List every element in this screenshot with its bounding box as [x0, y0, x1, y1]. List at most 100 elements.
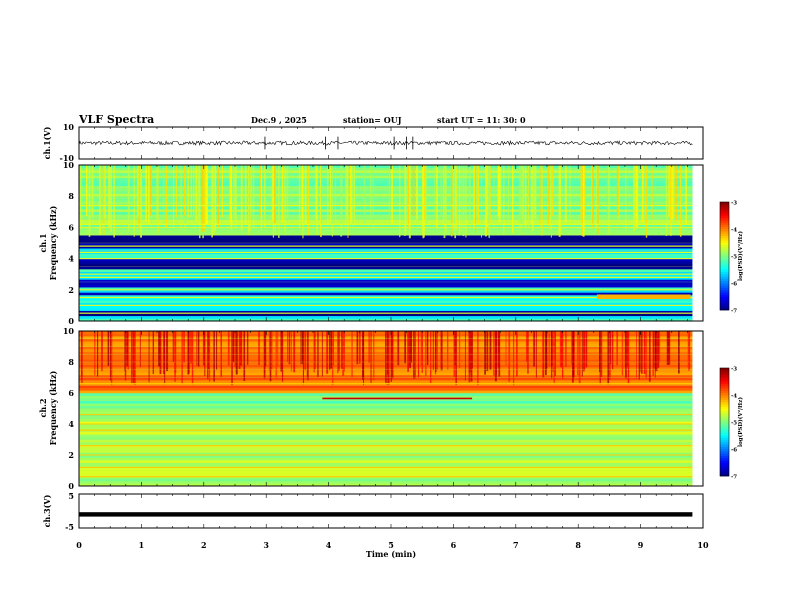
p3-bands-time-streak: [600, 331, 603, 378]
p2-bands-time-streak: [372, 165, 374, 227]
p3-bands-time-streak: [111, 331, 113, 385]
cb1-swatch: [720, 276, 729, 279]
cb2-swatch: [720, 399, 729, 403]
p3-bands-freq-band: [79, 470, 693, 474]
p2-bands-freq-band: [79, 217, 693, 220]
cb2-swatch: [720, 379, 729, 382]
p3-bands-freq-band: [79, 449, 693, 453]
p2-bands-time-streak: [520, 165, 523, 227]
p2-bands-time-streak: [460, 165, 462, 233]
x-tick-label-1: 1: [139, 540, 145, 550]
p3-bands-time-streak: [657, 331, 660, 368]
p3-bands-time-streak: [527, 331, 529, 374]
p3-bands-time-streak: [386, 331, 388, 386]
p2-bands-time-streak: [145, 165, 147, 222]
p2-bands-freq-band: [79, 178, 693, 181]
p3-bands-time-streak: [599, 331, 601, 372]
p3-bands-time-streak: [655, 331, 658, 372]
ch2-spec-ylabel-channel: ch.2: [38, 398, 48, 417]
p2-bands-freq-band: [79, 297, 693, 301]
p2-bands-time-streak: [233, 165, 236, 219]
p2-bands-time-streak: [195, 165, 198, 222]
p2-bands-time-streak: [468, 165, 471, 229]
p2-bands-time-streak: [148, 165, 150, 224]
p3-bands-time-streak: [216, 331, 218, 370]
p3-bands-time-streak: [387, 331, 389, 375]
p2-bands-freq-band: [79, 245, 693, 249]
p2-bands-time-streak: [320, 165, 322, 237]
p3-bands-time-streak: [181, 331, 183, 384]
cb2-swatch: [720, 428, 729, 432]
p2-bands-time-streak: [675, 165, 678, 222]
cb2-swatch: [720, 446, 729, 450]
p2-bands-time-streak: [558, 165, 561, 237]
cb2-frame: [719, 367, 730, 477]
p2-bands-time-streak: [133, 165, 135, 237]
p3-bands-time-streak: [484, 331, 486, 375]
p3-bands-time-streak: [337, 331, 339, 374]
p2-bands-time-streak: [481, 165, 482, 237]
p2-bands-time-streak: [102, 165, 105, 236]
p3-bands-time-streak: [134, 331, 136, 385]
cb2-swatch: [720, 462, 729, 466]
ch2-spec-ylabel-freq: Frequency (kHz): [48, 370, 58, 445]
p3-bands-time-streak: [208, 331, 211, 382]
ch1-spec-ylabel-channel: ch.1: [38, 233, 48, 252]
p2-bands-ytick-4: 4: [68, 254, 74, 264]
cb1-swatch: [720, 303, 729, 306]
cb2-swatch: [720, 372, 729, 376]
cb2-swatch: [720, 404, 729, 407]
cb2-swatch: [720, 424, 729, 427]
p2-bands-time-streak: [551, 165, 554, 217]
p2-bands-time-streak: [484, 165, 487, 237]
p3-bands-time-streak: [198, 331, 200, 367]
p3-bands-time-streak: [648, 331, 651, 382]
p2-bands-time-streak: [416, 165, 419, 220]
p2-bands-time-streak: [302, 165, 304, 239]
p3-bands-time-streak: [220, 331, 222, 377]
cb1-swatch: [720, 289, 729, 293]
p2-bands-time-streak: [229, 165, 232, 222]
cb2-swatch: [720, 368, 729, 371]
p3-bands-line-1: [79, 466, 693, 468]
cb2-swatch: [720, 422, 729, 425]
p2-bands-time-streak: [499, 165, 502, 218]
p2-bands-time-streak: [183, 165, 186, 216]
p3-bands-time-streak: [234, 331, 237, 368]
cb2-swatch: [720, 410, 729, 414]
p2-bands-time-streak: [88, 165, 91, 237]
p3-bands-time-streak: [607, 331, 610, 385]
p2-bands-time-streak: [244, 165, 247, 224]
p2-bands-time-streak: [136, 165, 139, 218]
p3-bands-time-streak: [578, 331, 581, 385]
cb2-swatch: [720, 440, 729, 443]
p3-bands-time-streak: [191, 331, 194, 385]
p3-bands-time-streak: [183, 331, 185, 363]
p2-bands-time-streak: [175, 165, 177, 218]
ch1-freq-ticks: 0 2 4 6 8 10: [63, 160, 75, 326]
cb1-swatch: [720, 235, 729, 239]
p2-bands-time-streak: [616, 165, 619, 216]
p3-bands-time-streak: [159, 331, 162, 375]
cb1-swatch: [720, 226, 729, 230]
cb2-swatch: [720, 370, 729, 373]
p3-bands-freq-band: [79, 390, 693, 394]
cb1-swatch: [720, 224, 729, 228]
p3-bands-freq-band: [79, 403, 693, 407]
cb2-swatch: [720, 406, 729, 409]
cb2-swatch: [720, 444, 729, 448]
p3-bands-time-streak: [581, 331, 583, 377]
cb2-swatch: [720, 413, 729, 416]
p3-bands-time-streak: [545, 331, 548, 369]
p3-bands-time-streak: [638, 331, 640, 380]
p2-bands-time-streak: [670, 165, 672, 236]
p3-bands-time-streak: [436, 331, 438, 371]
p2-bands-time-streak: [278, 165, 280, 238]
p3-bands-freq-band: [79, 473, 693, 476]
cb1-swatch: [720, 244, 729, 248]
p2-bands-time-streak: [113, 165, 115, 238]
p2-bands-time-streak: [388, 165, 391, 221]
cb1-tick--5: -5: [731, 255, 737, 261]
cb2-swatch: [720, 460, 729, 463]
p3-bands-ytick-10: 10: [63, 326, 75, 336]
